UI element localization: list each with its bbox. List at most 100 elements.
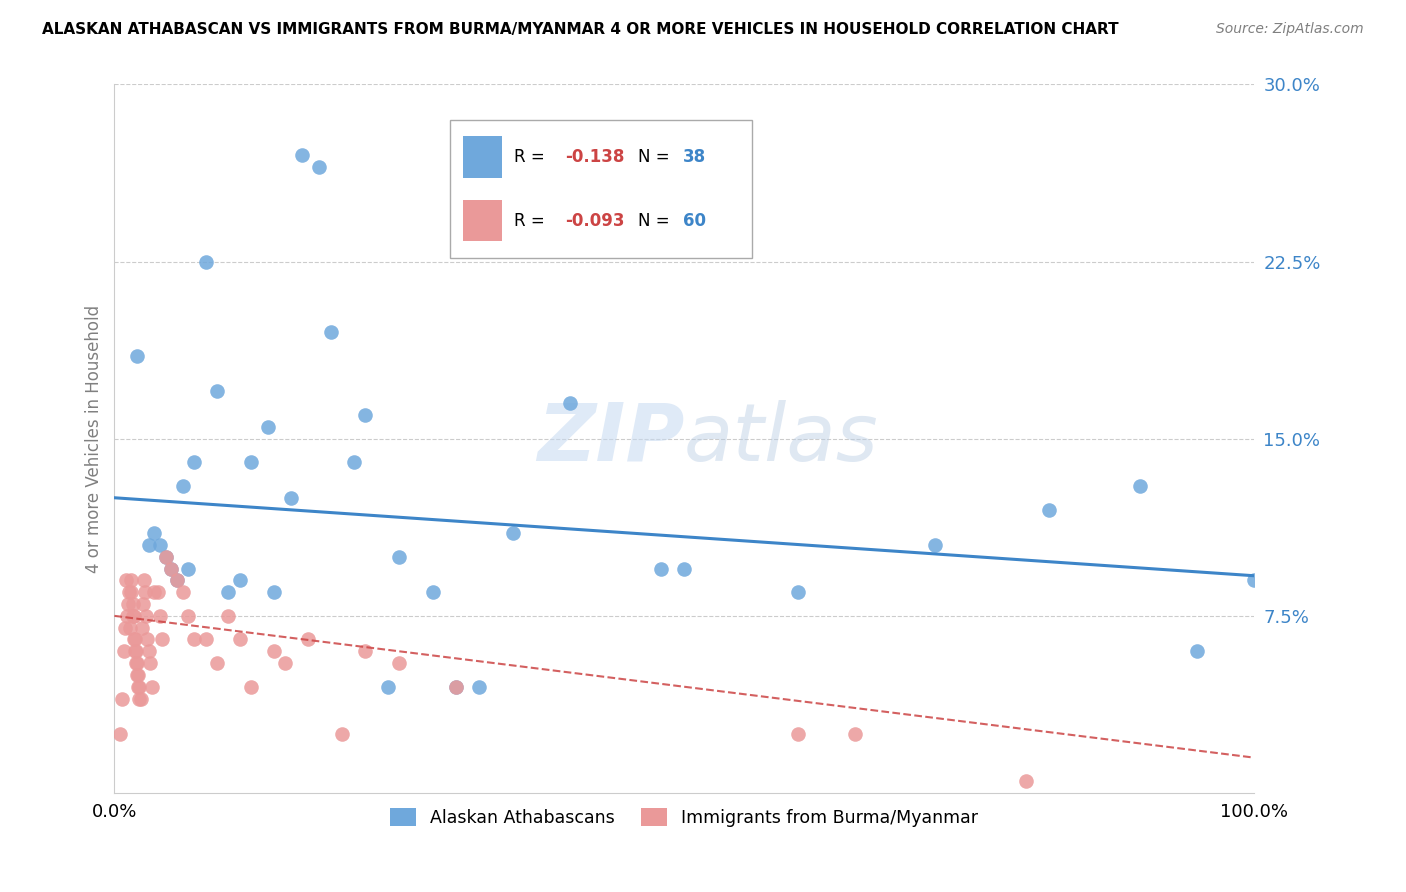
Point — [787, 585, 810, 599]
Point — [146, 585, 169, 599]
Point — [129, 691, 152, 706]
Point — [166, 574, 188, 588]
Point — [150, 632, 173, 647]
Point — [1015, 774, 1038, 789]
Point — [127, 680, 149, 694]
Point — [117, 597, 139, 611]
Point — [1243, 574, 1265, 588]
Point — [172, 479, 194, 493]
Point — [115, 608, 138, 623]
Point — [177, 608, 200, 623]
Point — [1185, 644, 1208, 658]
Point — [124, 644, 146, 658]
Point — [263, 585, 285, 599]
Point — [1038, 502, 1060, 516]
Point — [138, 644, 160, 658]
Point — [194, 254, 217, 268]
Point — [558, 396, 581, 410]
Point — [131, 621, 153, 635]
Point — [138, 538, 160, 552]
Point — [121, 574, 143, 588]
Point — [135, 608, 157, 623]
Point — [177, 561, 200, 575]
Point — [205, 384, 228, 399]
Point — [136, 632, 159, 647]
Point — [205, 656, 228, 670]
Point — [122, 608, 145, 623]
Point — [297, 632, 319, 647]
Point — [132, 597, 155, 611]
Point — [127, 668, 149, 682]
Point — [263, 644, 285, 658]
Point — [118, 585, 141, 599]
Point — [128, 680, 150, 694]
Point — [121, 608, 143, 623]
Point — [121, 585, 143, 599]
Point — [650, 561, 672, 575]
Point — [134, 585, 156, 599]
Point — [330, 727, 353, 741]
Point — [160, 561, 183, 575]
Point — [132, 574, 155, 588]
Point — [308, 160, 330, 174]
Text: ALASKAN ATHABASCAN VS IMMIGRANTS FROM BURMA/MYANMAR 4 OR MORE VEHICLES IN HOUSEH: ALASKAN ATHABASCAN VS IMMIGRANTS FROM BU… — [42, 22, 1119, 37]
Point — [1129, 479, 1152, 493]
Text: ZIP: ZIP — [537, 400, 683, 478]
Point — [257, 420, 280, 434]
Point — [280, 491, 302, 505]
Point — [143, 585, 166, 599]
Point — [444, 680, 467, 694]
Point — [120, 621, 142, 635]
Point — [122, 632, 145, 647]
Point — [114, 621, 136, 635]
Point — [127, 668, 149, 682]
Point — [111, 691, 134, 706]
Point — [149, 538, 172, 552]
Point — [127, 349, 149, 363]
Point — [388, 656, 411, 670]
Point — [114, 574, 136, 588]
Point — [274, 656, 297, 670]
Point — [121, 597, 143, 611]
Point — [444, 680, 467, 694]
Point — [468, 680, 491, 694]
Point — [194, 632, 217, 647]
Y-axis label: 4 or more Vehicles in Household: 4 or more Vehicles in Household — [86, 305, 103, 573]
Point — [672, 561, 695, 575]
Point — [924, 538, 946, 552]
Point — [354, 408, 377, 422]
Point — [183, 632, 205, 647]
Point — [155, 549, 177, 564]
Point — [291, 148, 314, 162]
Point — [112, 644, 135, 658]
Point — [377, 680, 399, 694]
Point — [172, 585, 194, 599]
Text: atlas: atlas — [683, 400, 879, 478]
Point — [160, 561, 183, 575]
Point — [125, 644, 148, 658]
Point — [422, 585, 444, 599]
Point — [240, 455, 263, 469]
Point — [155, 549, 177, 564]
Point — [138, 656, 160, 670]
Point — [354, 644, 377, 658]
Point — [787, 727, 810, 741]
Point — [228, 632, 250, 647]
Point — [166, 574, 188, 588]
Point — [149, 608, 172, 623]
Point — [108, 727, 131, 741]
Point — [143, 526, 166, 541]
Point — [228, 574, 250, 588]
Point — [844, 727, 866, 741]
Point — [128, 691, 150, 706]
Point — [502, 526, 524, 541]
Point — [183, 455, 205, 469]
Point — [125, 656, 148, 670]
Point — [343, 455, 366, 469]
Point — [124, 632, 146, 647]
Legend: Alaskan Athabascans, Immigrants from Burma/Myanmar: Alaskan Athabascans, Immigrants from Bur… — [384, 801, 984, 834]
Point — [217, 608, 239, 623]
Point — [127, 656, 149, 670]
Point — [141, 680, 163, 694]
Point — [240, 680, 263, 694]
